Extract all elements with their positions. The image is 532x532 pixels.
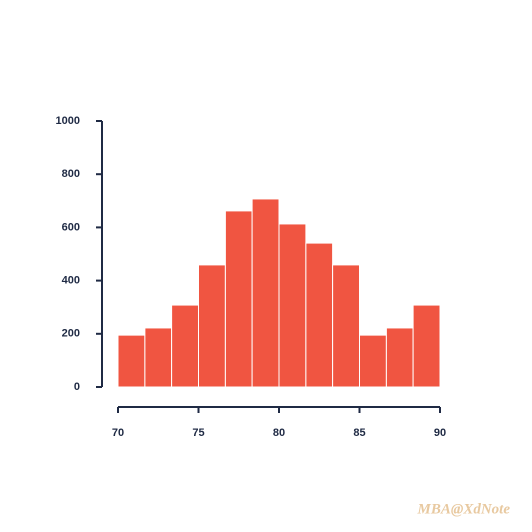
bar xyxy=(144,327,173,388)
y-tick-label: 400 xyxy=(62,275,80,287)
bar xyxy=(412,304,441,388)
bar xyxy=(385,327,414,388)
bar xyxy=(251,198,280,388)
y-tick-label: 0 xyxy=(74,381,80,393)
y-tick-label: 1000 xyxy=(56,115,80,127)
bar xyxy=(359,334,387,388)
x-tick-label: 90 xyxy=(434,427,446,439)
x-tick-label: 80 xyxy=(273,427,285,439)
bar xyxy=(332,264,361,388)
y-tick-label: 800 xyxy=(62,168,80,180)
x-tick-label: 75 xyxy=(192,427,204,439)
bar xyxy=(171,304,200,388)
y-tick-label: 600 xyxy=(62,221,80,233)
x-tick-label: 85 xyxy=(353,427,365,439)
x-tick-label: 70 xyxy=(112,427,124,439)
bar xyxy=(117,334,146,388)
bar xyxy=(305,242,334,388)
bar xyxy=(278,223,307,388)
watermark: MBA@XdNote xyxy=(417,501,511,517)
y-tick-label: 200 xyxy=(62,328,80,340)
bar xyxy=(198,264,226,388)
bar xyxy=(224,210,253,388)
